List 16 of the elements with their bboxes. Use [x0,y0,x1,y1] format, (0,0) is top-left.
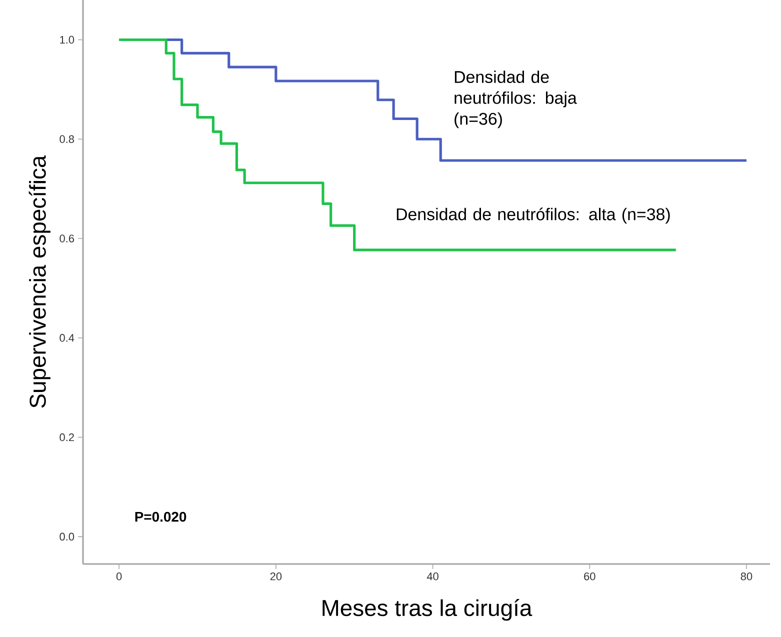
x-tick-label: 20 [270,572,282,580]
y-tick-label: 0.8 [60,135,74,144]
series-label: Densidad de neutrófilos: alta (n=38) [396,208,670,224]
x-tick-label: 80 [740,572,752,580]
x-tick-label: 60 [584,572,596,580]
x-tick-label: 40 [426,572,438,580]
annotation: P=0.020 [135,512,186,522]
y-tick-label: 0.6 [60,234,74,242]
y-tick-label: 0.2 [60,433,74,442]
y-tick-label: 0.4 [60,334,74,342]
y-tick-label: 1.0 [60,36,74,44]
x-axis-title: Meses tras la cirugía [322,599,532,621]
series-label: Densidad de neutrófilos: baja (n=36) [454,70,577,128]
y-axis-title: Supervivencia específica [28,155,50,408]
y-tick-label: 0.0 [60,532,74,541]
x-tick-label: 0 [116,572,122,580]
